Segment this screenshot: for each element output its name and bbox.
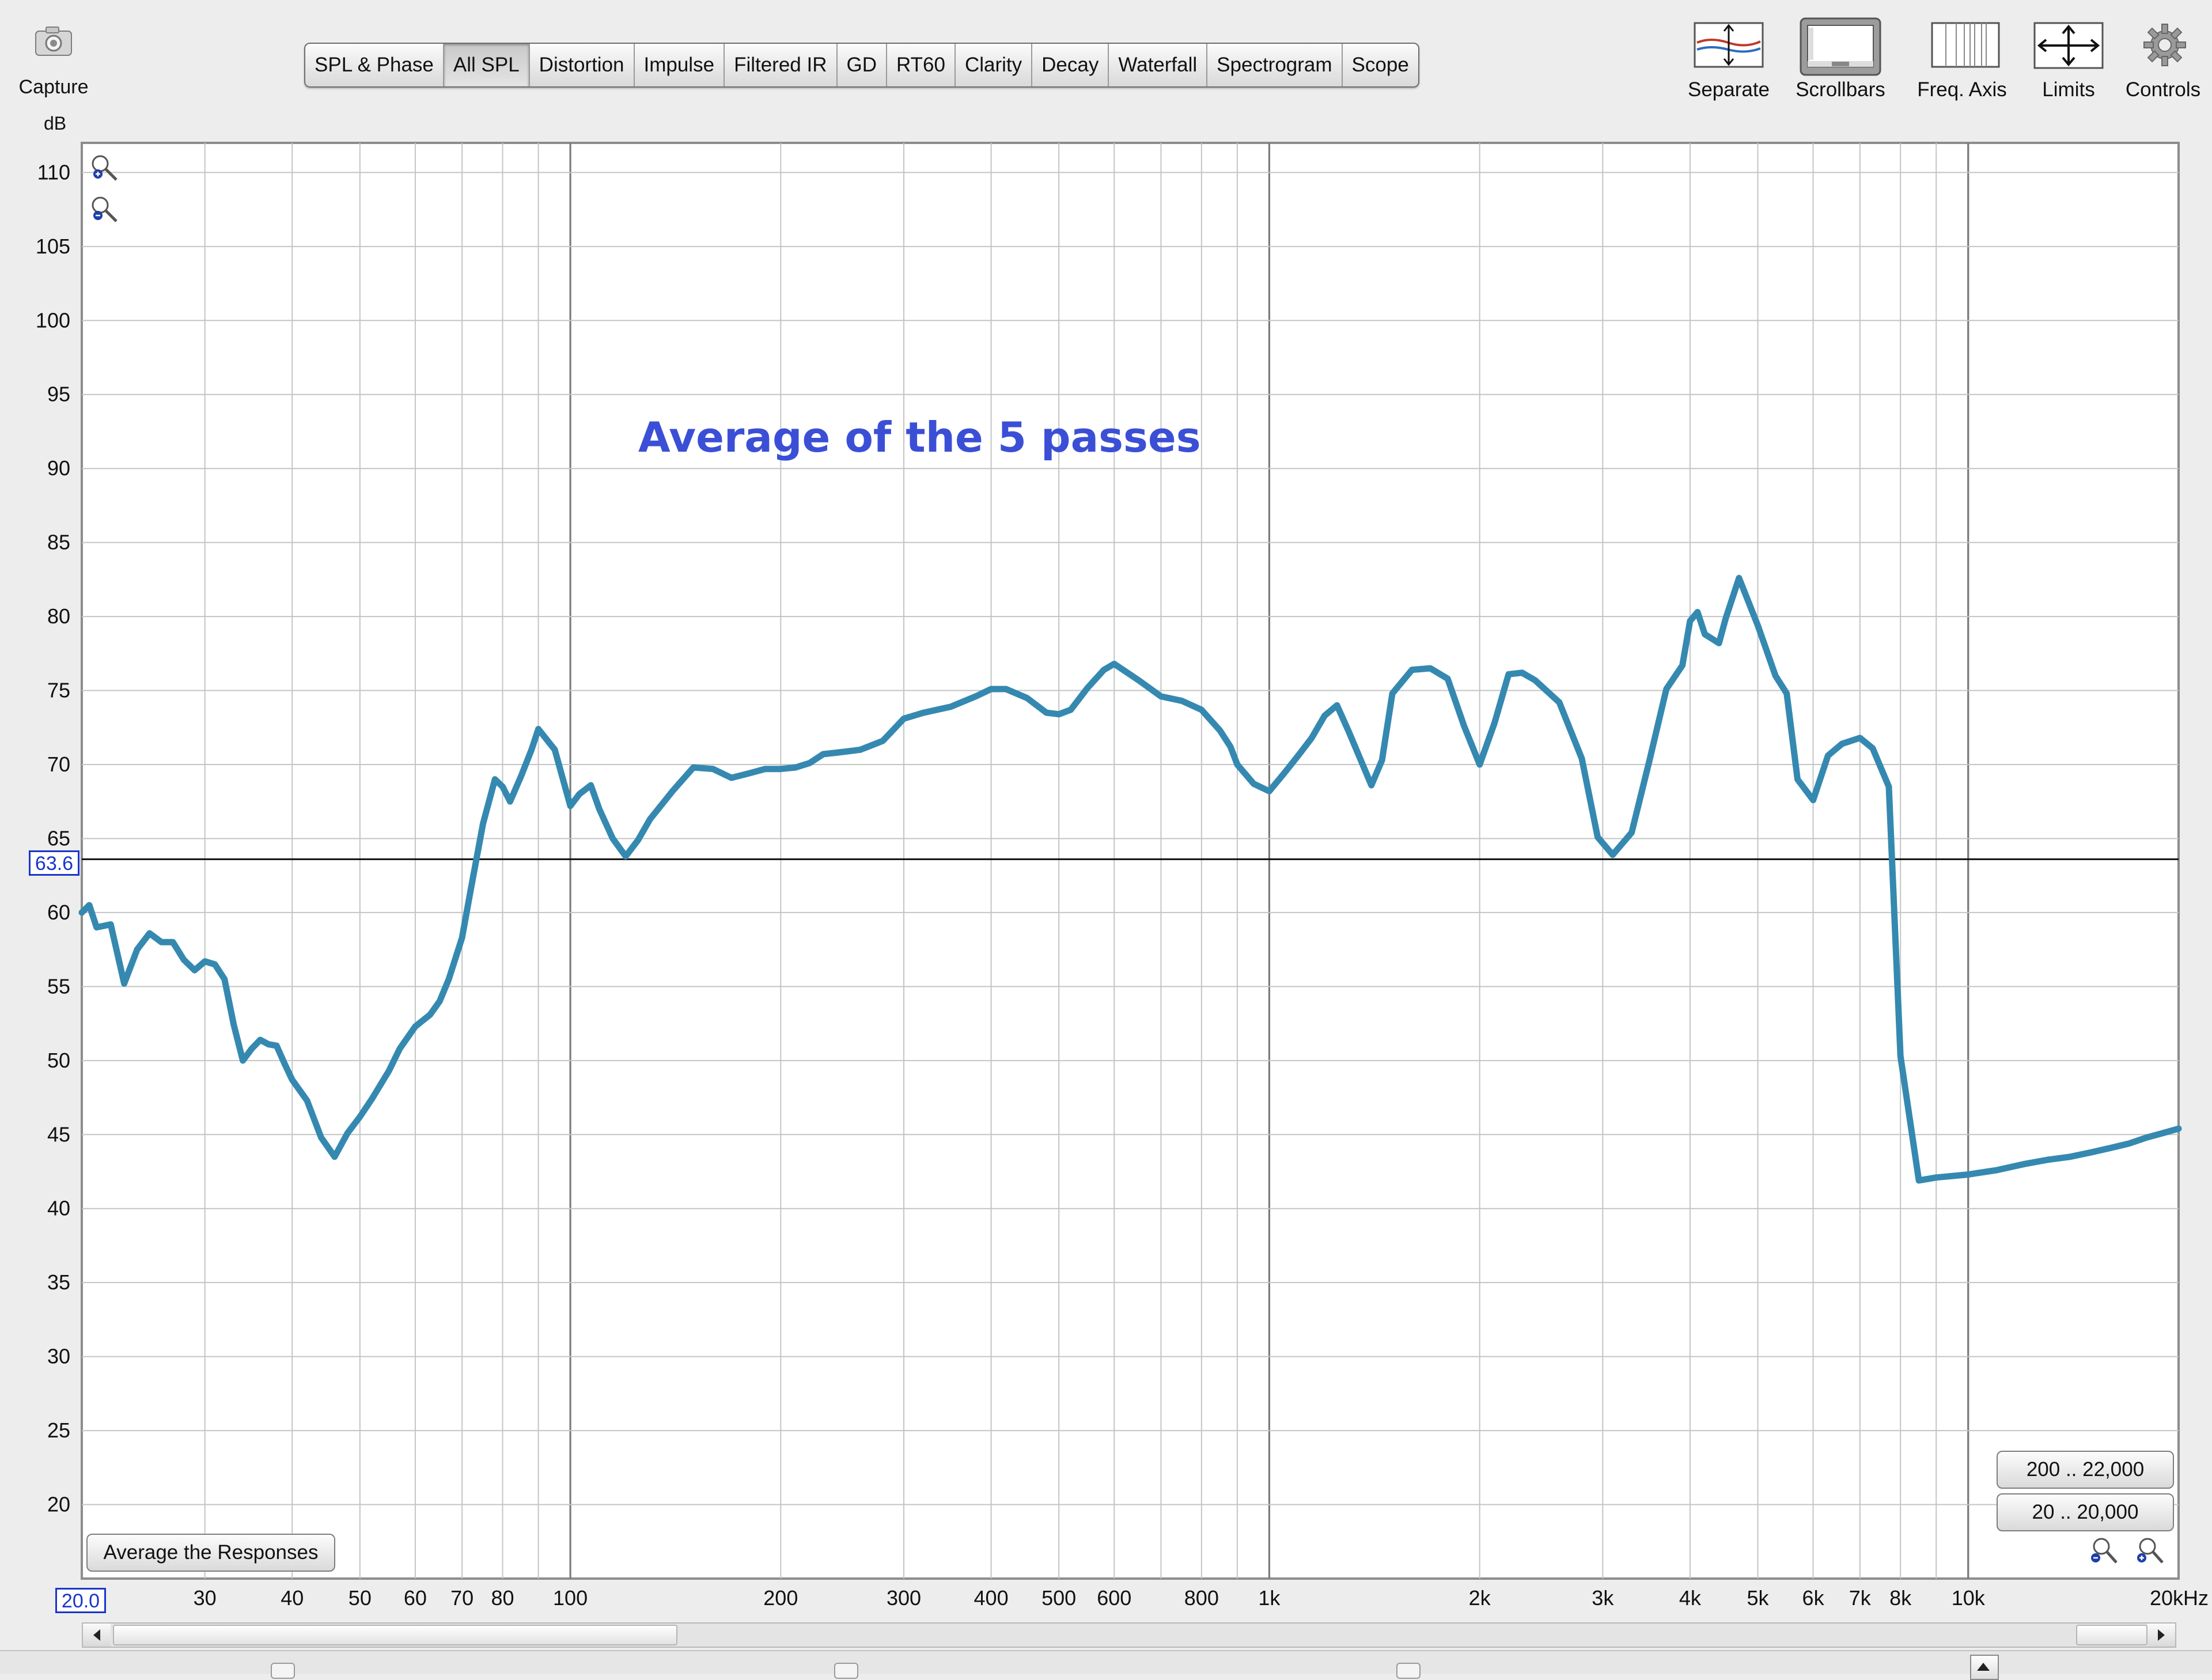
tab-decay[interactable]: Decay: [1031, 44, 1108, 86]
y-tick-label: 110: [37, 160, 70, 184]
y-tick-label: 45: [47, 1122, 70, 1146]
x-tick-label: 100: [553, 1586, 588, 1610]
tab-waterfall[interactable]: Waterfall: [1108, 44, 1206, 86]
y-tick-label: 65: [47, 826, 70, 850]
secondary-scroll-bar: [0, 1650, 2212, 1680]
y-tick-label: 70: [47, 752, 70, 776]
x-start-readout[interactable]: 20.0: [55, 1588, 106, 1613]
limits-icon: [2033, 22, 2104, 69]
x-tick-label: 2k: [1469, 1586, 1491, 1610]
y-tick-label: 100: [36, 308, 70, 332]
slider-knob-2[interactable]: [834, 1663, 858, 1679]
x-tick-label: 10k: [1952, 1586, 1986, 1610]
x-tick-label: 1k: [1258, 1586, 1281, 1610]
x-tick-label: 30: [194, 1586, 217, 1610]
limits-label: Limits: [2042, 78, 2095, 101]
view-tabs: SPL & Phase All SPL Distortion Impulse Filte…: [304, 43, 1419, 88]
x-tick-label: 800: [1184, 1586, 1219, 1610]
tab-clarity[interactable]: Clarity: [954, 44, 1031, 86]
zoom-in-vertical-icon[interactable]: [90, 153, 119, 182]
scrollbar-thumb-right[interactable]: [2076, 1625, 2147, 1645]
average-responses-button[interactable]: Average the Responses: [86, 1534, 335, 1572]
zoom-out-vertical-icon[interactable]: [90, 195, 119, 224]
y-tick-label: 105: [36, 234, 70, 258]
cursor-level-readout[interactable]: 63.6: [29, 850, 79, 876]
chevron-left-icon: [93, 1629, 100, 1641]
x-tick-label: 3k: [1592, 1586, 1614, 1610]
capture-button[interactable]: Capture: [10, 17, 97, 104]
y-tick-label: 75: [47, 679, 70, 702]
x-tick-label: 60: [404, 1586, 427, 1610]
chevron-right-icon: [2158, 1629, 2165, 1641]
y-tick-label: 25: [47, 1418, 70, 1442]
y-tick-label: 50: [47, 1049, 70, 1072]
grid-lines: [82, 143, 2179, 1579]
x-tick-label: 20kHz: [2150, 1586, 2209, 1610]
freq-axis-icon: [1931, 22, 2000, 68]
gear-icon: [2143, 24, 2186, 66]
tab-all-spl[interactable]: All SPL: [442, 44, 529, 86]
spl-trace: [78, 574, 2182, 1184]
y-tick-label: 60: [47, 900, 70, 924]
horizontal-scrollbar[interactable]: [82, 1622, 2176, 1648]
x-tick-label: 8k: [1889, 1586, 1912, 1610]
x-tick-label: 50: [349, 1586, 372, 1610]
scroll-up-button[interactable]: [1970, 1655, 1999, 1680]
y-tick-label: 40: [47, 1197, 70, 1220]
x-tick-label: 80: [491, 1586, 514, 1610]
scroll-right-arrow[interactable]: [2147, 1624, 2175, 1647]
x-tick-label: 5k: [1747, 1586, 1769, 1610]
y-tick-label: 80: [47, 604, 70, 628]
y-unit-label: dB: [44, 113, 67, 134]
y-tick-label: 55: [47, 974, 70, 998]
separate-icon: [1694, 22, 1764, 68]
freq-axis-label: Freq. Axis: [1917, 78, 2007, 101]
tab-distortion[interactable]: Distortion: [528, 44, 634, 86]
tab-gd[interactable]: GD: [836, 44, 887, 86]
x-tick-label: 40: [281, 1586, 304, 1610]
zoom-in-horizontal-icon[interactable]: [2135, 1536, 2164, 1565]
separate-label: Separate: [1687, 78, 1770, 101]
scrollbars-label: Scrollbars: [1796, 78, 1885, 101]
x-tick-label: 300: [887, 1586, 921, 1610]
y-tick-label: 95: [47, 383, 70, 406]
tab-impulse[interactable]: Impulse: [633, 44, 724, 86]
x-tick-label: 600: [1097, 1586, 1131, 1610]
chart-title: Average of the 5 passes: [638, 413, 1201, 461]
tab-spl-phase[interactable]: SPL & Phase: [315, 54, 434, 76]
x-axis: 30 40 50 60 70 80 100 200 300 400 500 600 800 1k 2k 3k 4…: [194, 1586, 2209, 1610]
y-tick-label: 35: [47, 1270, 70, 1294]
x-tick-label: 400: [974, 1586, 1009, 1610]
range-20-20000-button[interactable]: 20 .. 20,000: [1997, 1493, 2174, 1531]
y-tick-label: 30: [47, 1345, 70, 1368]
x-tick-label: 4k: [1679, 1586, 1702, 1610]
capture-label: Capture: [18, 76, 89, 98]
scrollbar-thumb-left[interactable]: [113, 1625, 677, 1645]
controls-label: Controls: [2125, 78, 2201, 101]
tab-rt60[interactable]: RT60: [886, 44, 955, 86]
slider-knob-3[interactable]: [1396, 1663, 1421, 1679]
slider-knob-1[interactable]: [271, 1663, 295, 1679]
x-tick-label: 6k: [1802, 1586, 1825, 1610]
range-200-22000-button[interactable]: 200 .. 22,000: [1997, 1451, 2174, 1489]
plot-area[interactable]: [81, 142, 2180, 1580]
x-tick-label: 500: [1041, 1586, 1076, 1610]
x-tick-label: 70: [450, 1586, 474, 1610]
y-tick-label: 20: [47, 1493, 70, 1516]
tab-filtered-ir[interactable]: Filtered IR: [724, 44, 836, 86]
spl-chart[interactable]: 20 25 30 35 40 45 50 55 60 65 70 75 80 85 90 95 100 105 11…: [0, 136, 2212, 1611]
y-axis: 20 25 30 35 40 45 50 55 60 65 70 75 80 85 90 95 100 105 11…: [36, 160, 70, 1516]
scrollbars-icon: [1800, 17, 1881, 76]
x-tick-label: 7k: [1849, 1586, 1872, 1610]
x-tick-label: 200: [763, 1586, 798, 1610]
y-tick-label: 90: [47, 456, 70, 480]
tab-spectrogram[interactable]: Spectrogram: [1206, 44, 1341, 86]
y-tick-label: 85: [47, 531, 70, 554]
camera-icon: [35, 27, 72, 56]
tab-scope[interactable]: Scope: [1341, 44, 1418, 86]
chevron-up-icon: [1977, 1663, 1990, 1671]
zoom-out-horizontal-icon[interactable]: [2089, 1536, 2118, 1565]
scroll-left-arrow[interactable]: [83, 1624, 111, 1647]
